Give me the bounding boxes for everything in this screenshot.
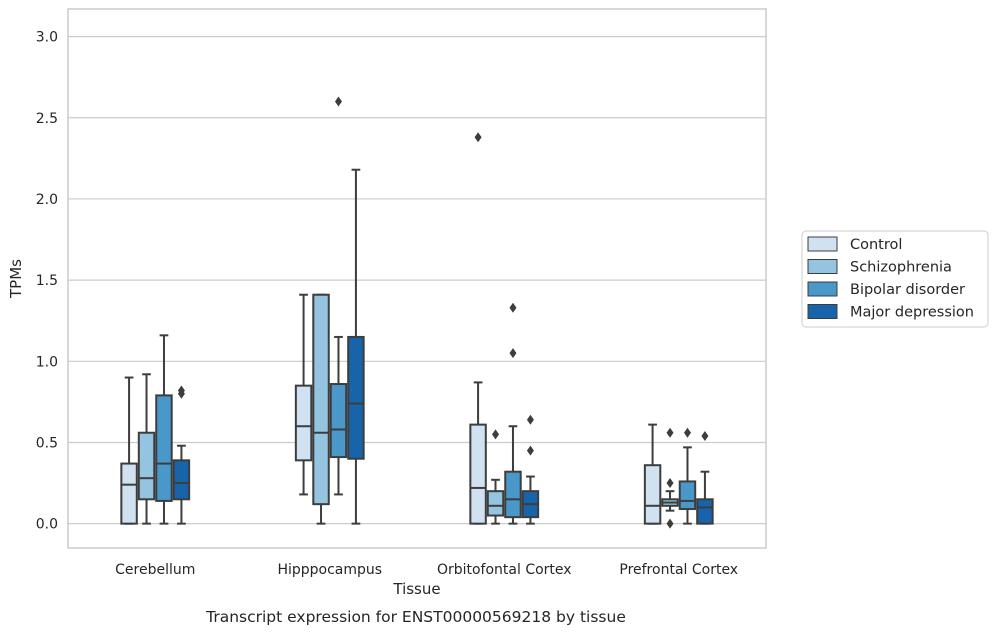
y-tick-label: 0.0	[36, 517, 58, 533]
outlier-point	[666, 478, 674, 489]
box	[347, 168, 365, 525]
box-body	[120, 462, 138, 525]
outlier-point	[666, 518, 674, 529]
legend-swatch	[807, 259, 838, 274]
legend-swatch	[807, 304, 838, 319]
legend-frame	[801, 230, 989, 328]
box-body	[137, 431, 156, 501]
box-body	[312, 293, 330, 506]
outlier-point	[334, 96, 342, 107]
legend-swatch	[807, 236, 838, 252]
box-body	[643, 464, 662, 525]
legend-label: Control	[850, 237, 902, 253]
box	[504, 302, 522, 525]
x-tick-label: Hipppocampus	[277, 562, 382, 578]
y-tick-label: 2.0	[36, 192, 58, 208]
outlier-point	[526, 445, 534, 456]
x-tick-label: Prefrontal Cortex	[619, 562, 738, 578]
box-body	[678, 480, 697, 511]
legend-label: Major depression	[850, 305, 974, 321]
box-body	[504, 470, 522, 519]
y-tick-labels: 0.0 0.5 1.0 1.5 2.0 2.5 3.0	[36, 30, 58, 533]
box-body	[469, 423, 487, 525]
plot-frame	[67, 8, 767, 549]
box	[294, 293, 313, 496]
box	[678, 427, 697, 525]
y-tick-label: 0.5	[36, 435, 58, 451]
box-body	[294, 384, 313, 462]
box	[696, 430, 714, 525]
box-body	[486, 490, 505, 517]
y-tick-label: 1.5	[36, 273, 58, 289]
outlier-point	[177, 388, 185, 399]
box	[120, 376, 138, 525]
legend-swatch	[807, 281, 838, 297]
legend-label: Bipolar disorder	[850, 282, 965, 298]
box	[155, 334, 173, 525]
x-tick-label: Cerebellum	[115, 562, 195, 578]
y-tick-label: 2.5	[36, 111, 58, 127]
y-tick-label: 3.0	[36, 30, 58, 46]
outlier-point	[701, 430, 709, 441]
y-tick-label: 1.0	[36, 354, 58, 370]
x-axis-label: Tissue	[392, 580, 440, 598]
y-axis-label: TPMs	[7, 259, 25, 299]
box	[172, 385, 191, 525]
box	[486, 429, 505, 525]
box-body	[172, 459, 191, 501]
box	[312, 293, 330, 525]
box	[137, 373, 156, 525]
x-tick-labels: Cerebellum Hipppocampus Orbitofontal Corte…	[115, 562, 738, 578]
box-body	[696, 498, 714, 525]
box-body	[155, 394, 173, 502]
x-tick-label: Orbitofontal Cortex	[437, 562, 572, 578]
outlier-point	[509, 302, 517, 313]
chart-caption: Transcript expression for ENST0000056921…	[205, 608, 626, 626]
box	[643, 423, 662, 525]
box-groups	[120, 96, 714, 529]
box	[329, 96, 348, 496]
outlier-point	[526, 414, 534, 425]
outlier-point	[683, 427, 691, 438]
outlier-point	[492, 429, 500, 440]
box	[521, 414, 540, 525]
grid-lines	[68, 35, 766, 525]
outlier-point	[666, 427, 674, 438]
legend: Control Schizophrenia Bipolar disorder Majo…	[801, 230, 989, 328]
outlier-point	[474, 132, 482, 143]
outlier-point	[509, 348, 517, 359]
box	[661, 427, 679, 529]
box	[469, 132, 487, 525]
box-body	[347, 335, 365, 460]
box-body	[329, 383, 348, 459]
legend-label: Schizophrenia	[850, 260, 952, 276]
